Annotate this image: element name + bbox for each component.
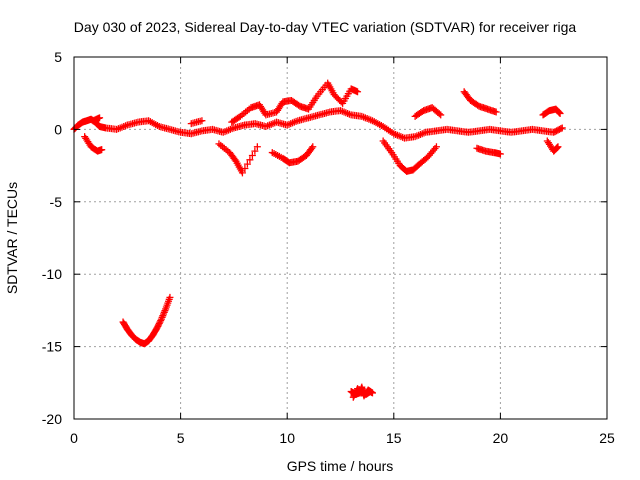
data-point (98, 146, 106, 154)
data-point (246, 156, 254, 164)
data-point (166, 293, 174, 301)
data-point (432, 143, 440, 151)
data-point (553, 144, 561, 152)
y-tick-label: -15 (42, 339, 62, 355)
data-point (354, 88, 362, 96)
data-point (198, 117, 206, 125)
data-point (437, 111, 445, 119)
data-point (557, 125, 565, 133)
data-point (553, 144, 561, 151)
data-point (309, 143, 317, 151)
y-tick-label: -10 (42, 266, 62, 282)
data-point (96, 114, 104, 122)
data-point (238, 169, 246, 177)
data-point (366, 387, 374, 395)
y-axis-label: SDTVAR / TECUs (4, 182, 20, 294)
data-point (253, 143, 261, 151)
x-tick-label: 0 (70, 430, 78, 446)
axis-ticks: 0 5 10 15 20 25 5 0 -5 -10 -15 -20 (42, 49, 615, 446)
data-point (435, 110, 443, 118)
data-point (157, 317, 165, 325)
x-tick-label: 5 (177, 430, 185, 446)
y-tick-label: -20 (42, 411, 62, 427)
data-point (558, 124, 566, 132)
data-point (496, 150, 504, 158)
x-axis-label: GPS time / hours (287, 458, 394, 474)
data-point (555, 109, 563, 117)
data-point (251, 147, 259, 155)
data-point (554, 143, 562, 151)
y-tick-label: 5 (54, 49, 62, 65)
data-point (241, 164, 249, 172)
data-points (70, 79, 566, 401)
x-tick-label: 20 (493, 430, 509, 446)
x-tick-label: 25 (599, 430, 615, 446)
chart-title: Day 030 of 2023, Sidereal Day-to-day VTE… (74, 19, 577, 35)
data-point (555, 108, 563, 116)
y-tick-label: 0 (54, 121, 62, 137)
data-point (248, 151, 256, 159)
data-point (243, 160, 251, 168)
y-tick-label: -5 (50, 194, 63, 210)
data-point (308, 144, 316, 152)
data-point (556, 109, 564, 117)
data-point (492, 108, 500, 116)
plot-frame (73, 56, 608, 420)
grid (74, 57, 607, 419)
x-tick-label: 15 (386, 430, 402, 446)
x-tick-label: 10 (279, 430, 295, 446)
